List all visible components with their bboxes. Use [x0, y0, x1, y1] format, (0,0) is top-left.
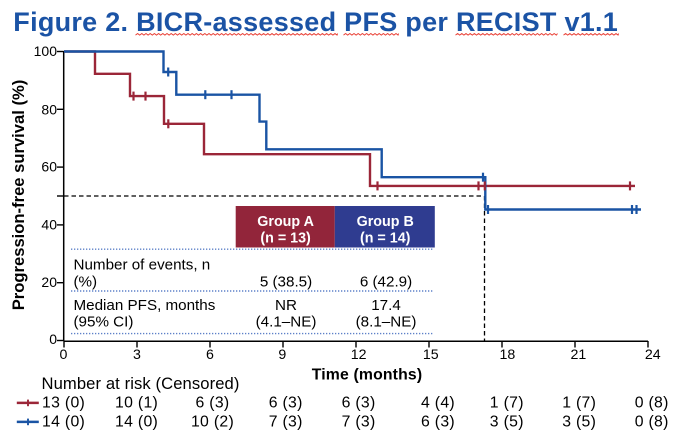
svg-text:10 (1): 10 (1) — [115, 395, 158, 412]
svg-text:17.4: 17.4 — [371, 297, 401, 314]
svg-text:6 (3): 6 (3) — [342, 395, 376, 412]
svg-text:15: 15 — [423, 347, 439, 363]
svg-text:6 (3): 6 (3) — [421, 414, 455, 431]
svg-text:(95% CI): (95% CI) — [74, 313, 134, 330]
svg-text:3: 3 — [133, 347, 141, 363]
svg-text:21: 21 — [571, 347, 587, 363]
svg-text:24: 24 — [645, 347, 661, 363]
svg-text:Number of events, n: Number of events, n — [74, 257, 211, 274]
svg-text:18: 18 — [500, 347, 516, 363]
svg-text:1 (7): 1 (7) — [562, 395, 596, 412]
svg-text:12: 12 — [351, 347, 367, 363]
svg-text:(n = 13): (n = 13) — [260, 231, 311, 247]
svg-text:6 (3): 6 (3) — [269, 395, 303, 412]
svg-text:100: 100 — [34, 43, 58, 59]
svg-text:Group A: Group A — [257, 214, 314, 230]
svg-text:3 (5): 3 (5) — [490, 414, 524, 431]
svg-text:(8.1–NE): (8.1–NE) — [356, 313, 417, 330]
svg-text:14 (0): 14 (0) — [42, 414, 85, 431]
svg-text:9: 9 — [278, 347, 286, 363]
svg-text:Group B: Group B — [357, 214, 414, 230]
svg-text:6: 6 — [206, 347, 214, 363]
svg-text:(%): (%) — [74, 274, 98, 291]
svg-text:0 (8): 0 (8) — [635, 395, 669, 412]
svg-text:5 (38.5): 5 (38.5) — [260, 274, 312, 291]
svg-text:7 (3): 7 (3) — [269, 414, 303, 431]
svg-text:Progression-free survival (%): Progression-free survival (%) — [9, 80, 28, 311]
svg-text:20: 20 — [41, 274, 57, 290]
svg-text:13 (0): 13 (0) — [42, 395, 85, 412]
svg-text:60: 60 — [41, 159, 57, 175]
svg-text:14 (0): 14 (0) — [115, 414, 158, 431]
svg-text:80: 80 — [41, 102, 57, 118]
svg-text:6 (3): 6 (3) — [196, 395, 230, 412]
svg-text:7 (3): 7 (3) — [342, 414, 376, 431]
svg-text:(4.1–NE): (4.1–NE) — [256, 313, 317, 330]
svg-text:(n = 14): (n = 14) — [360, 231, 411, 247]
svg-text:4 (4): 4 (4) — [421, 395, 455, 412]
svg-text:0: 0 — [60, 347, 68, 363]
svg-text:0: 0 — [49, 331, 57, 347]
svg-text:40: 40 — [41, 216, 57, 232]
svg-text:10 (2): 10 (2) — [191, 414, 234, 431]
svg-text:3 (5): 3 (5) — [562, 414, 596, 431]
svg-text:6 (42.9): 6 (42.9) — [360, 274, 412, 291]
svg-text:0 (8): 0 (8) — [635, 414, 669, 431]
svg-text:Number at risk (Censored): Number at risk (Censored) — [42, 374, 240, 393]
svg-text:1 (7): 1 (7) — [490, 395, 524, 412]
svg-text:Time (months): Time (months) — [312, 367, 422, 384]
svg-text:NR: NR — [275, 297, 297, 314]
svg-text:Median PFS, months: Median PFS, months — [74, 297, 216, 314]
